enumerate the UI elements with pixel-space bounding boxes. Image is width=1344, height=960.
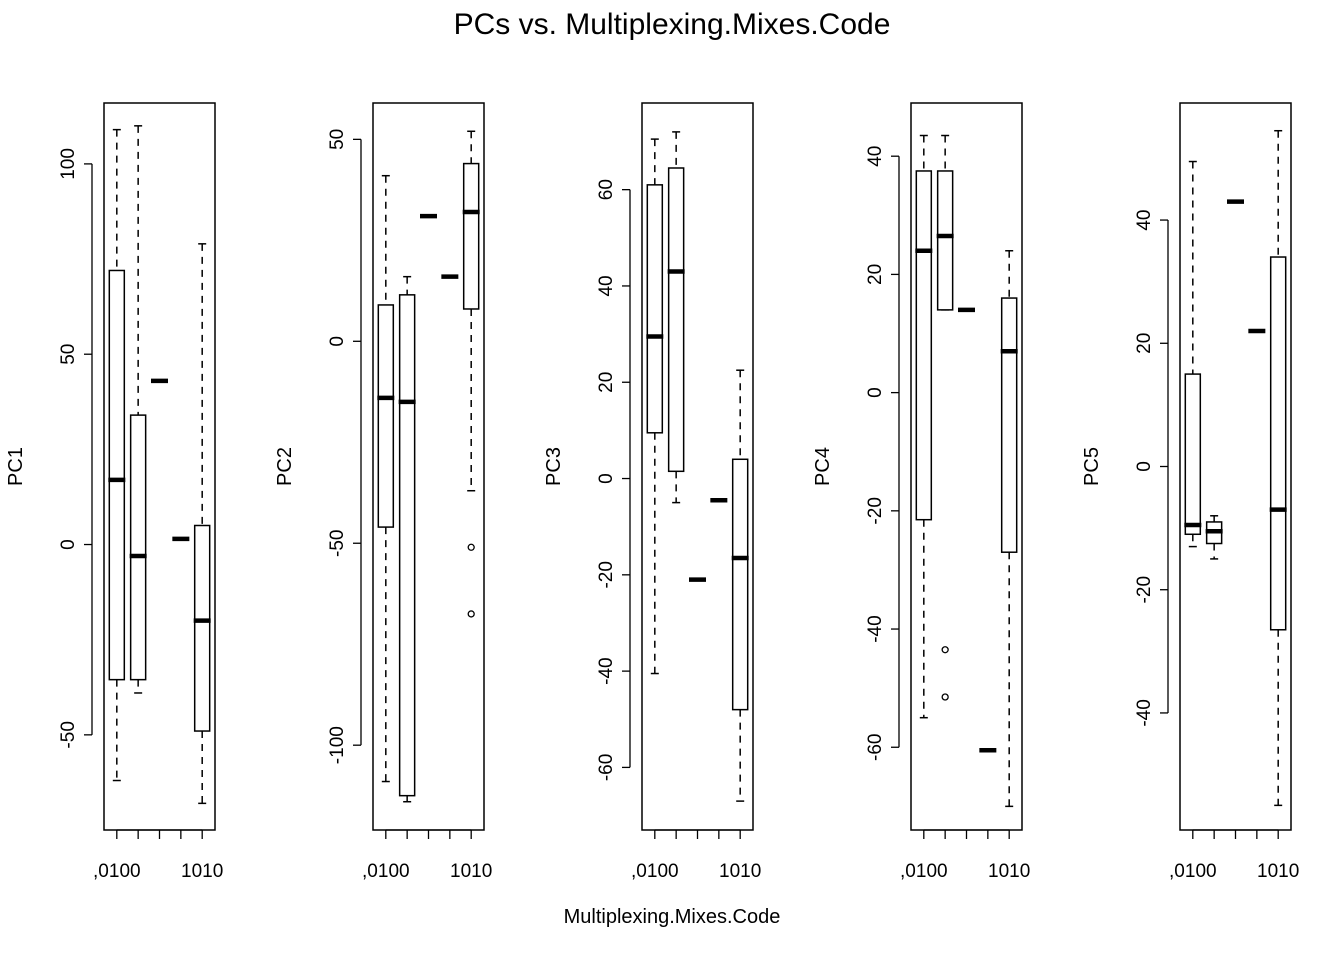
box-group-2 xyxy=(936,134,954,701)
y-tick-label: 0 xyxy=(1134,461,1155,472)
box-group-5 xyxy=(1269,129,1287,807)
y-tick-label: 0 xyxy=(327,336,348,347)
y-tick-label: 60 xyxy=(596,179,617,200)
y-tick-label: 100 xyxy=(58,148,79,180)
x-tick-label: ,0100 xyxy=(631,861,679,882)
box-group-2 xyxy=(398,275,416,803)
y-axis-label: PC2 xyxy=(274,447,296,486)
box-group-2 xyxy=(667,131,685,504)
box-group-1 xyxy=(915,134,933,719)
x-tick-label: ,0100 xyxy=(900,861,948,882)
y-tick-label: -50 xyxy=(327,530,348,557)
box-group-2 xyxy=(1205,515,1223,560)
y-tick-label: -20 xyxy=(1134,576,1155,603)
panel-pc5: -40 -20 0 20 40 PC5 ,0100 1010 xyxy=(1081,102,1299,882)
x-tick-label: 1010 xyxy=(450,861,492,882)
box-group-5 xyxy=(193,243,211,805)
box-iqr xyxy=(936,170,954,311)
y-axis-label: PC4 xyxy=(812,447,834,486)
y-tick-label: -100 xyxy=(327,726,348,764)
y-tick-label: 40 xyxy=(1134,209,1155,230)
y-tick-label: 0 xyxy=(596,473,617,484)
outlier-point xyxy=(467,610,475,618)
y-axis-label: PC1 xyxy=(5,447,27,486)
x-tick-label: 1010 xyxy=(719,861,761,882)
box-iqr xyxy=(193,524,211,732)
y-tick-label: 20 xyxy=(1134,333,1155,354)
y-tick-label: -50 xyxy=(58,721,79,748)
y-tick-label: 20 xyxy=(865,264,886,285)
x-tick-label: 1010 xyxy=(988,861,1030,882)
box-iqr xyxy=(377,304,395,528)
y-tick-label: -60 xyxy=(596,754,617,781)
box-iqr xyxy=(731,458,749,711)
box-iqr xyxy=(646,184,664,434)
y-tick-label: -40 xyxy=(1134,699,1155,726)
box-group-5 xyxy=(1000,250,1018,808)
y-axis-label: PC3 xyxy=(543,447,565,486)
x-axis-label: Multiplexing.Mixes.Code xyxy=(563,906,781,928)
box-group-1 xyxy=(646,138,664,675)
box-group-1 xyxy=(1184,160,1202,548)
panel-pc3: -60 -40 -20 0 20 40 60 PC3 ,0100 1010 xyxy=(543,102,761,882)
y-tick-label: -20 xyxy=(596,561,617,588)
box-iqr xyxy=(108,269,126,681)
y-tick-label: 40 xyxy=(865,146,886,167)
box-iqr xyxy=(129,414,147,681)
y-tick-label: -40 xyxy=(596,657,617,684)
box-iqr xyxy=(1184,373,1202,536)
y-tick-label: 40 xyxy=(596,275,617,296)
box-iqr xyxy=(462,162,480,310)
box-iqr xyxy=(398,294,416,797)
y-tick-label: 50 xyxy=(327,129,348,150)
box-iqr xyxy=(667,167,685,473)
box-group-1 xyxy=(108,128,126,782)
outlier-point xyxy=(467,543,475,551)
y-tick-label: -40 xyxy=(865,615,886,642)
box-iqr xyxy=(915,170,933,521)
y-tick-label: -20 xyxy=(865,497,886,524)
box-group-2 xyxy=(129,125,147,694)
x-tick-label: ,0100 xyxy=(93,861,141,882)
y-tick-label: 0 xyxy=(58,539,79,550)
box-group-5 xyxy=(731,369,749,802)
x-tick-label: 1010 xyxy=(181,861,223,882)
x-tick-label: ,0100 xyxy=(1169,861,1217,882)
x-tick-label: ,0100 xyxy=(362,861,410,882)
box-group-1 xyxy=(377,174,395,783)
y-axis-label: PC5 xyxy=(1081,447,1103,486)
y-tick-label: 50 xyxy=(58,344,79,365)
box-iqr xyxy=(1000,297,1018,553)
box-iqr xyxy=(1269,256,1287,631)
y-tick-label: -60 xyxy=(865,734,886,761)
outlier-point xyxy=(941,646,949,654)
x-tick-label: 1010 xyxy=(1257,861,1299,882)
y-tick-label: 20 xyxy=(596,372,617,393)
outlier-point xyxy=(941,693,949,701)
figure-title: PCs vs. Multiplexing.Mixes.Code xyxy=(453,8,891,41)
panel-pc4: -60 -40 -20 0 20 40 PC4 ,0100 1010 xyxy=(812,102,1030,882)
y-tick-label: 0 xyxy=(865,387,886,398)
panel-pc2: -100 -50 0 50 PC2 ,0100 1010 xyxy=(274,102,492,882)
box-group-5 xyxy=(462,130,480,618)
panel-pc1: -50 0 50 100 PC1 ,0100 1010 xyxy=(5,102,223,882)
